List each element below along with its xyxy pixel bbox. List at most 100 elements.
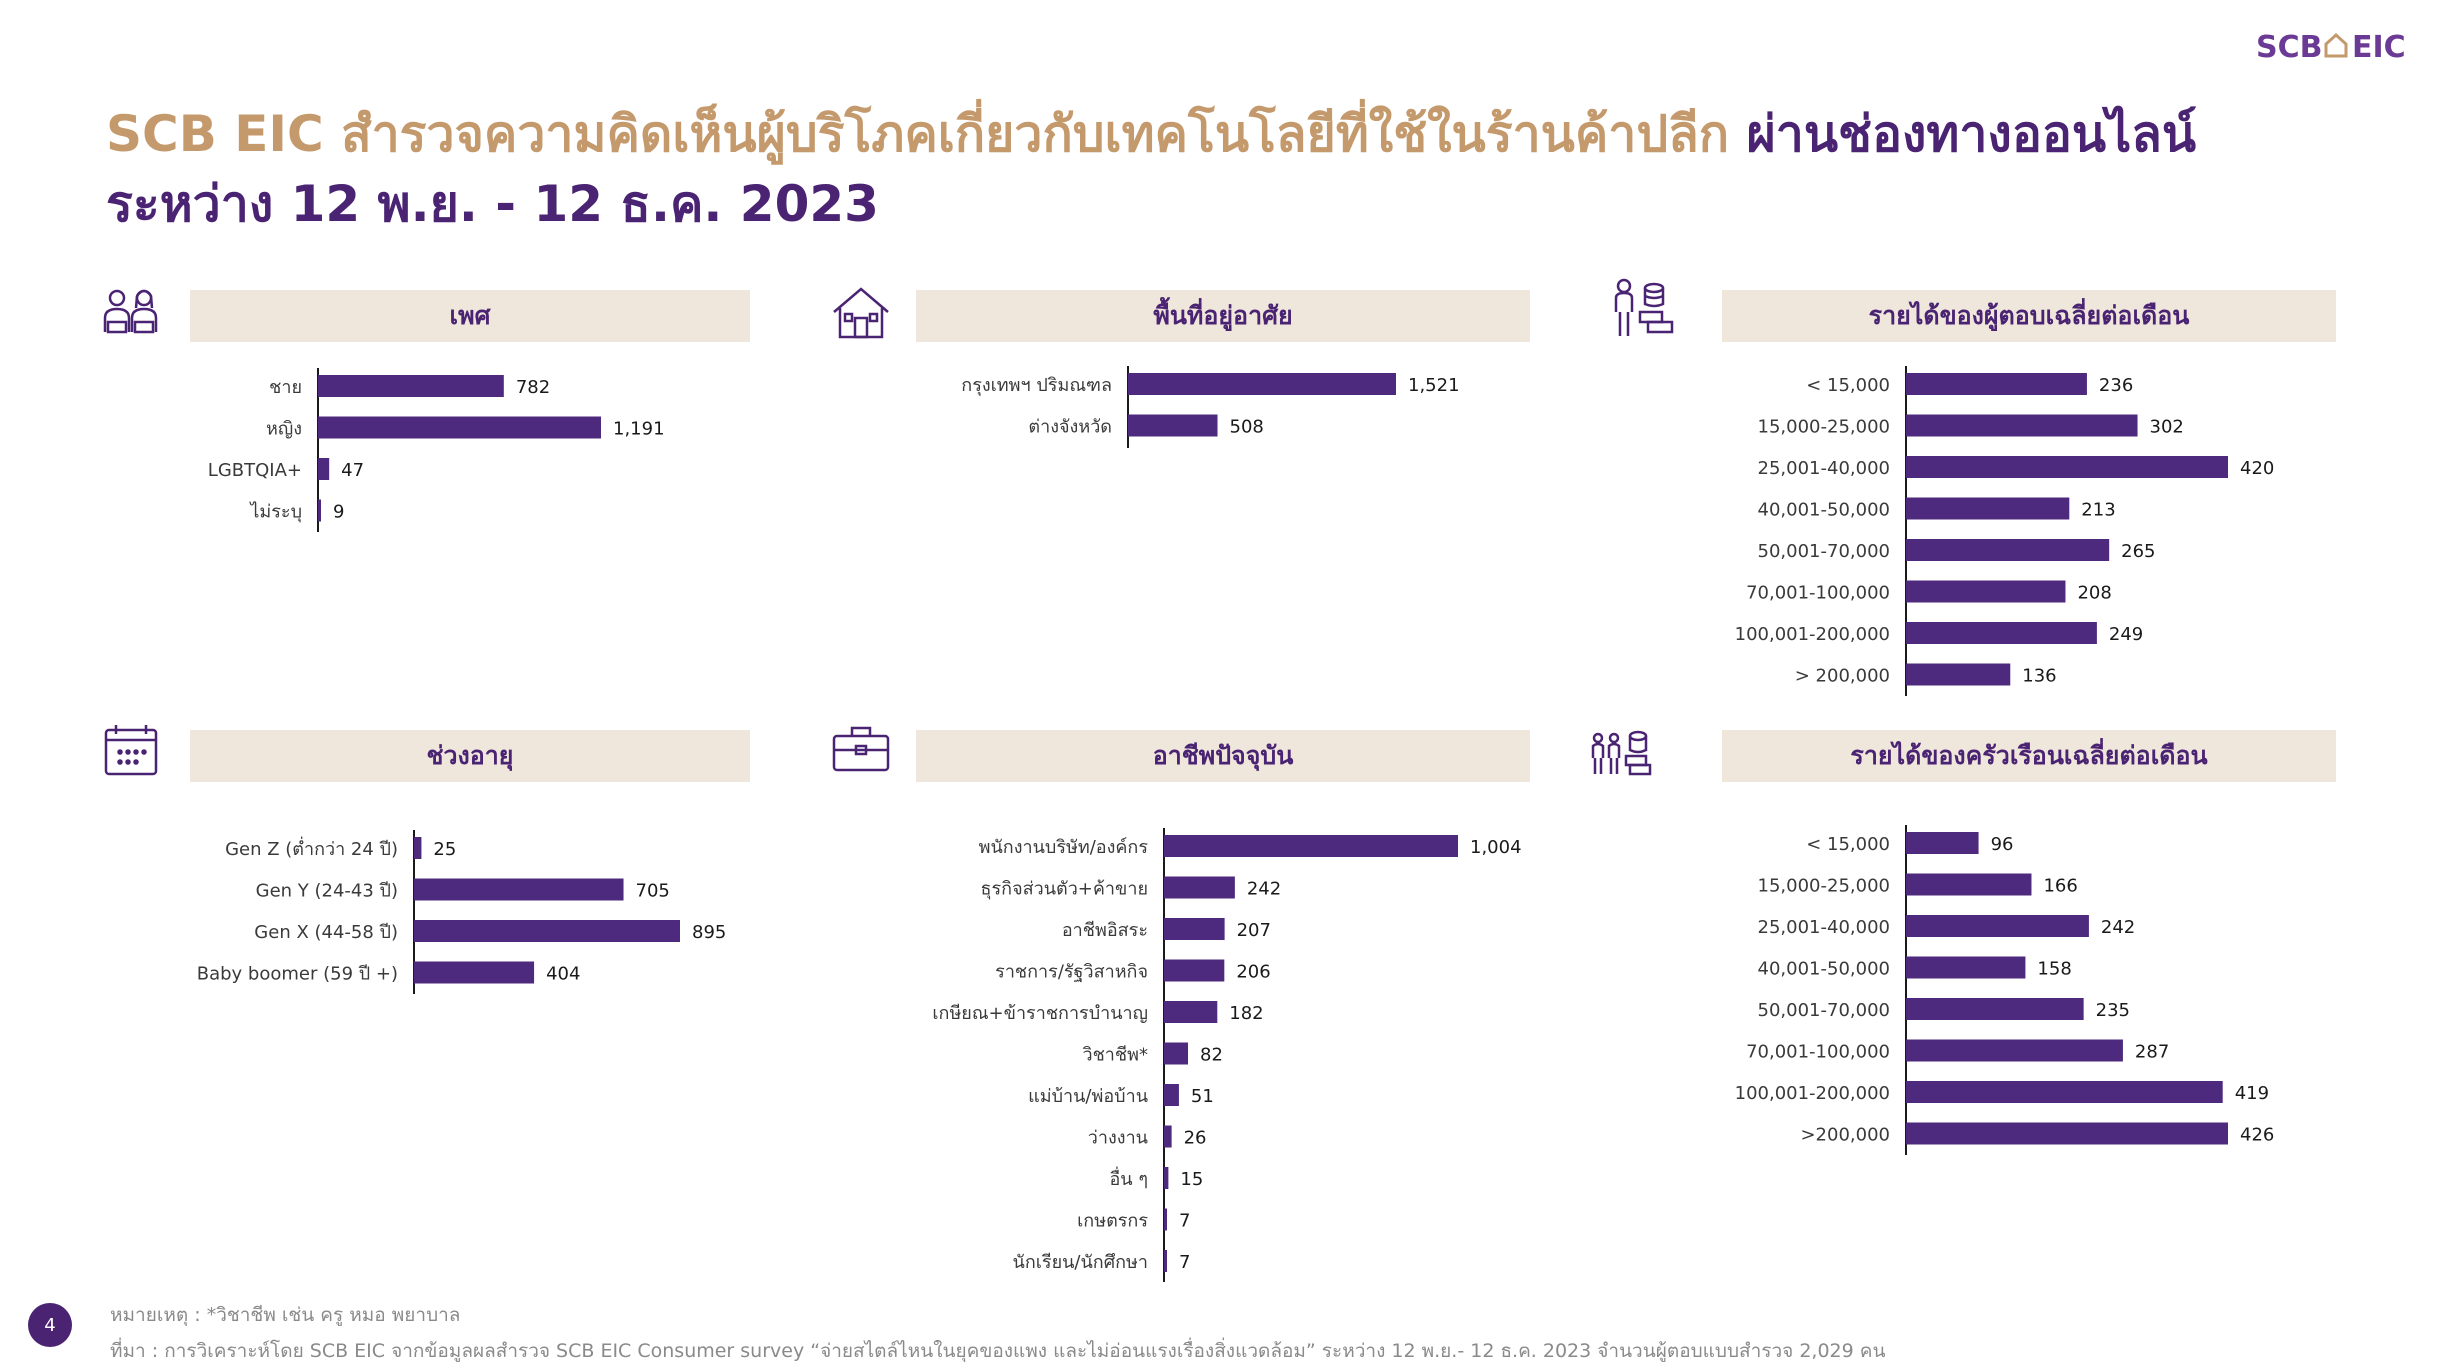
personal_income-bar: [1906, 663, 2011, 686]
gender-value-label: 1,191: [613, 419, 665, 440]
people-icon: [100, 284, 162, 346]
personal_income-bar: [1906, 373, 2087, 395]
gender-category-label: ไม่ระบุ: [248, 501, 302, 523]
personal_income-value-label: 249: [2109, 624, 2143, 645]
residence-value-label: 508: [1230, 417, 1264, 438]
household_income-category-label: 40,001-50,000: [1758, 959, 1890, 980]
occupation-bar: [1164, 1084, 1179, 1106]
age-bar: [414, 961, 535, 984]
age-bar: [414, 837, 422, 859]
household_income-category-label: < 15,000: [1806, 834, 1890, 855]
household_income-bar: [1906, 998, 2084, 1020]
panel-header-age: ช่วงอายุ: [190, 730, 750, 782]
household_income-bar: [1906, 1039, 2123, 1062]
occupation-value-label: 182: [1229, 1003, 1263, 1024]
occupation-bar: [1164, 1167, 1169, 1189]
gender-bar: [318, 416, 601, 439]
household_income-category-label: >200,000: [1800, 1125, 1890, 1146]
gender-bar: [318, 375, 504, 397]
personal_income-bar: [1906, 456, 2228, 478]
personal_income-value-label: 236: [2099, 375, 2133, 396]
personal_income-bar: [1906, 539, 2110, 561]
personal_income-value-label: 265: [2121, 541, 2155, 562]
occupation-category-label: ว่างงาน: [1088, 1128, 1148, 1149]
household_income-category-label: 100,001-200,000: [1735, 1083, 1890, 1104]
personal_income-category-label: 70,001-100,000: [1746, 583, 1890, 604]
footnote: หมายเหตุ : *วิชาชีพ เช่น ครู หมอ พยาบาล: [110, 1304, 461, 1326]
residence-category-label: กรุงเทพฯ ปริมณฑล: [961, 375, 1112, 396]
household_income-category-label: 70,001-100,000: [1746, 1042, 1890, 1063]
age-category-label: Baby boomer (59 ปี +): [197, 964, 398, 985]
occupation-category-label: ราชการ/รัฐวิสาหกิจ: [995, 962, 1148, 983]
age-value-label: 404: [546, 964, 580, 985]
occupation-value-label: 207: [1237, 920, 1271, 941]
personal_income-value-label: 420: [2240, 458, 2274, 479]
residence-chart: กรุงเทพฯ ปริมณฑล 1,521 ต่างจังหวัด 508: [961, 366, 1460, 448]
occupation-category-label: พนักงานบริษัท/องค์กร: [979, 837, 1149, 858]
occupation-bar: [1164, 1250, 1167, 1272]
occupation-bar: [1164, 835, 1458, 857]
panel-header-personal-income: รายได้ของผู้ตอบเฉลี่ยต่อเดือน: [1722, 290, 2336, 342]
age-chart: Gen Z (ต่ำกว่า 24 ปี) 25 Gen Y (24-43 ปี) 7…: [197, 830, 726, 994]
panel-header-household-income: รายได้ของครัวเรือนเฉลี่ยต่อเดือน: [1722, 730, 2336, 782]
occupation-category-label: เกษียณ+ข้าราชการบำนาญ: [932, 1003, 1148, 1024]
age-bar: [414, 920, 680, 942]
person-coins-icon: [1612, 278, 1674, 340]
page-title-purple: ผ่านช่องทางออนไลน์: [1746, 105, 2197, 163]
occupation-value-label: 1,004: [1470, 837, 1522, 858]
occupation-category-label: ธุรกิจส่วนตัว+ค้าขาย: [981, 879, 1148, 900]
source-note: ที่มา : การวิเคราะห์โดย SCB EIC จากข้อมู…: [110, 1340, 1886, 1362]
household_income-value-label: 426: [2240, 1125, 2274, 1146]
occupation-value-label: 7: [1179, 1252, 1190, 1273]
gender-value-label: 9: [333, 502, 344, 523]
personal_income-value-label: 208: [2077, 583, 2111, 604]
gender-bar: [318, 499, 321, 522]
household_income-value-label: 96: [1991, 834, 2014, 855]
household_income-category-label: 15,000-25,000: [1758, 876, 1890, 897]
household_income-bar: [1906, 915, 2089, 937]
age-category-label: Gen X (44-58 ปี): [254, 922, 398, 943]
occupation-value-label: 82: [1200, 1045, 1223, 1066]
occupation-value-label: 242: [1247, 879, 1281, 900]
household_income-bar: [1906, 1122, 2228, 1145]
panel-header-residence: พื้นที่อยู่อาศัย: [916, 290, 1530, 342]
occupation-category-label: อื่น ๆ: [1109, 1166, 1148, 1190]
occupation-category-label: นักเรียน/นักศึกษา: [1013, 1252, 1148, 1273]
occupation-value-label: 26: [1184, 1128, 1207, 1149]
residence-bar: [1128, 414, 1218, 437]
occupation-value-label: 15: [1180, 1169, 1203, 1190]
age-category-label: Gen Y (24-43 ปี): [256, 881, 398, 902]
personal_income-category-label: 100,001-200,000: [1735, 624, 1890, 645]
page-subtitle: ระหว่าง 12 พ.ย. - 12 ธ.ค. 2023: [106, 175, 879, 233]
occupation-bar: [1164, 876, 1235, 899]
personal_income-chart: < 15,000 236 15,000-25,000 302 25,001-40,000…: [1735, 366, 2274, 696]
household_income-bar: [1906, 956, 2026, 979]
gender-bar: [318, 458, 330, 480]
personal_income-value-label: 136: [2022, 666, 2056, 687]
panel-header-occupation: อาชีพปัจจุบัน: [916, 730, 1530, 782]
personal_income-bar: [1906, 580, 2066, 603]
personal_income-value-label: 213: [2081, 500, 2115, 521]
personal_income-category-label: 50,001-70,000: [1758, 541, 1890, 562]
gender-category-label: ชาย: [269, 377, 302, 398]
household_income-value-label: 419: [2235, 1083, 2269, 1104]
page-number-badge: 4: [28, 1303, 72, 1347]
age-value-label: 895: [692, 922, 726, 943]
age-bar: [414, 878, 624, 901]
logo-text-right: EIC: [2352, 30, 2406, 65]
household_income-chart: < 15,000 96 15,000-25,000 166 25,001-40,000 2…: [1735, 825, 2274, 1155]
house-icon: [830, 282, 892, 344]
gender-value-label: 782: [516, 377, 550, 398]
logo-text-left: SCB: [2256, 30, 2323, 65]
occupation-bar: [1164, 959, 1225, 982]
occupation-chart: พนักงานบริษัท/องค์กร 1,004 ธุรกิจส่วนตัว+ค…: [932, 828, 1522, 1282]
household_income-bar: [1906, 1081, 2223, 1103]
personal_income-category-label: 40,001-50,000: [1758, 500, 1890, 521]
briefcase-icon: [830, 718, 892, 780]
household_income-bar: [1906, 873, 2032, 896]
residence-bar: [1128, 373, 1396, 395]
household_income-value-label: 158: [2037, 959, 2071, 980]
occupation-bar: [1164, 1125, 1172, 1148]
gender-category-label: หญิง: [266, 419, 302, 440]
occupation-value-label: 51: [1191, 1086, 1214, 1107]
